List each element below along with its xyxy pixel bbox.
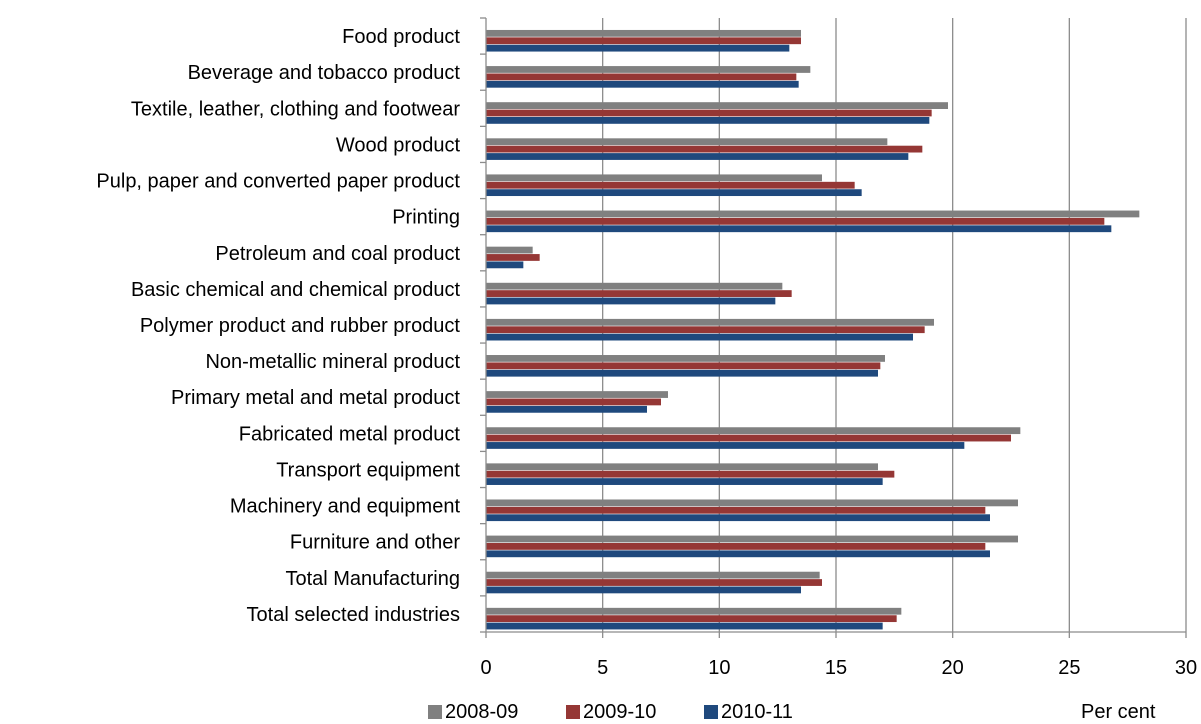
category-labels: Food product Beverage and tobacco product… [96, 26, 460, 626]
bar-2010-11 [486, 261, 523, 268]
bar-2009-10 [486, 507, 985, 514]
bar-2010-11 [486, 225, 1111, 232]
category-label: Total Manufacturing [285, 568, 460, 590]
bar-2008-09 [486, 138, 887, 145]
bar-2008-09 [486, 572, 820, 579]
category-label: Furniture and other [290, 532, 460, 554]
bar-2009-10 [486, 37, 801, 44]
bar-2010-11 [486, 550, 990, 557]
bar-2008-09 [486, 536, 1018, 543]
x-tick-label: 15 [825, 657, 847, 679]
category-label: Fabricated metal product [239, 423, 461, 445]
bars [486, 30, 1139, 629]
bar-2010-11 [486, 478, 883, 485]
category-label: Food product [342, 26, 460, 48]
bar-2008-09 [486, 283, 782, 290]
bar-2010-11 [486, 298, 775, 305]
bar-2008-09 [486, 427, 1020, 434]
category-label: Petroleum and coal product [215, 243, 460, 265]
bar-2010-11 [486, 406, 647, 413]
legend-swatch [704, 705, 718, 719]
bar-2010-11 [486, 81, 799, 88]
x-tick-label: 30 [1175, 657, 1197, 679]
legend-label: 2008-09 [445, 701, 518, 723]
bar-2009-10 [486, 182, 855, 189]
bar-2010-11 [486, 587, 801, 594]
category-label: Total selected industries [247, 604, 460, 626]
category-label: Machinery and equipment [230, 496, 461, 518]
bar-2010-11 [486, 442, 964, 449]
bar-2009-10 [486, 579, 822, 586]
bar-2009-10 [486, 73, 796, 80]
x-tick-label: 0 [480, 657, 491, 679]
legend-label: 2010-11 [721, 701, 793, 723]
bar-2009-10 [486, 399, 661, 406]
bar-2010-11 [486, 117, 929, 124]
bar-2008-09 [486, 608, 901, 615]
bar-2010-11 [486, 370, 878, 377]
bar-2009-10 [486, 543, 985, 550]
category-label: Textile, leather, clothing and footwear [131, 98, 460, 120]
bar-2008-09 [486, 211, 1139, 218]
bar-2009-10 [486, 615, 897, 622]
x-axis-label: Per cent [1081, 701, 1156, 723]
bar-2008-09 [486, 66, 810, 73]
category-label: Transport equipment [276, 459, 460, 481]
bar-2008-09 [486, 391, 668, 398]
category-label: Pulp, paper and converted paper product [96, 171, 460, 193]
category-label: Polymer product and rubber product [140, 315, 461, 337]
bar-2009-10 [486, 254, 540, 261]
x-tick-label: 20 [942, 657, 964, 679]
legend-swatch [566, 705, 580, 719]
x-tick-label: 10 [708, 657, 730, 679]
bar-2008-09 [486, 174, 822, 181]
x-tick-label: 5 [597, 657, 608, 679]
legend-swatch [428, 705, 442, 719]
x-tick-labels: 0 5 10 15 20 25 30 [480, 657, 1197, 679]
bar-2010-11 [486, 623, 883, 630]
category-label: Primary metal and metal product [171, 387, 460, 409]
bar-2008-09 [486, 355, 885, 362]
category-label: Wood product [336, 134, 461, 156]
bar-2009-10 [486, 290, 792, 297]
legend: 2008-09 2009-10 2010-11 [428, 701, 793, 723]
bar-2010-11 [486, 153, 908, 160]
bar-2008-09 [486, 102, 948, 109]
bar-2010-11 [486, 334, 913, 341]
bar-2008-09 [486, 30, 801, 37]
category-label: Basic chemical and chemical product [131, 279, 460, 301]
bar-2009-10 [486, 110, 932, 117]
bar-2008-09 [486, 463, 878, 470]
category-label: Printing [392, 207, 460, 229]
category-label: Non-metallic mineral product [205, 351, 460, 373]
bar-2009-10 [486, 362, 880, 369]
bar-2010-11 [486, 45, 789, 52]
legend-label: 2009-10 [583, 701, 656, 723]
bar-2008-09 [486, 499, 1018, 506]
bar-2009-10 [486, 218, 1104, 225]
bar-2008-09 [486, 247, 533, 254]
bar-2010-11 [486, 189, 862, 196]
bar-2009-10 [486, 146, 922, 153]
bar-2009-10 [486, 435, 1011, 442]
bar-2009-10 [486, 326, 925, 333]
category-label: Beverage and tobacco product [188, 62, 461, 84]
bar-2009-10 [486, 471, 894, 478]
bar-2010-11 [486, 514, 990, 521]
bar-2008-09 [486, 319, 934, 326]
x-tick-label: 25 [1058, 657, 1080, 679]
